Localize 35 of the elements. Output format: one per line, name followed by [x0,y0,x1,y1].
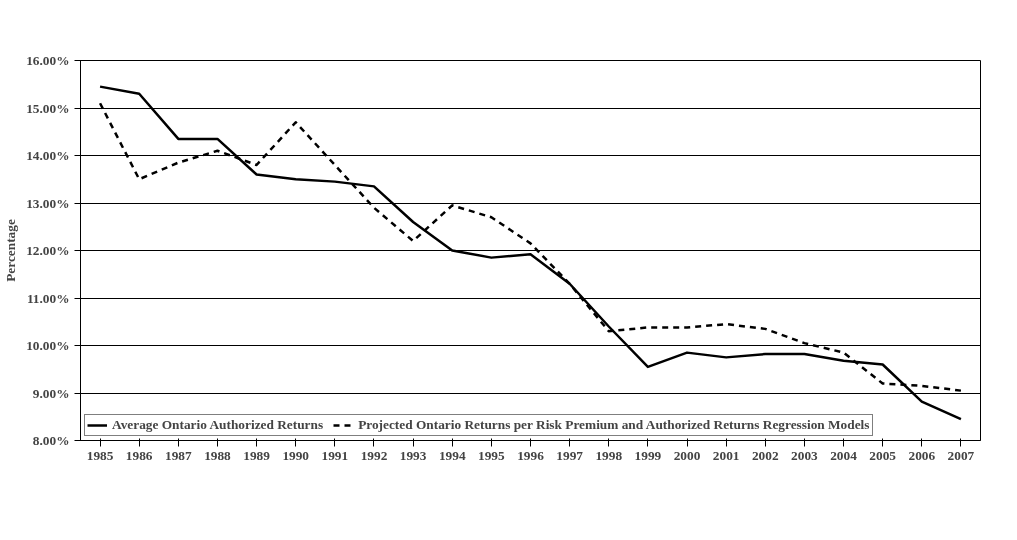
y-tick-label: 12.00% [26,243,70,258]
y-tick-label: 8.00% [32,433,70,448]
x-tick-label: 2002 [751,447,779,463]
x-tick-label: 2006 [908,447,936,463]
y-tick-label: 16.00% [26,53,70,68]
x-tick-label: 2005 [869,447,897,463]
x-tick-label: 2007 [947,447,975,463]
x-tick-label: 2004 [830,447,858,463]
x-tick-label: 1993 [399,447,427,463]
x-tick-label: 1994 [438,447,466,463]
x-tick-label: 1995 [478,447,506,463]
y-tick-label: 13.00% [26,195,70,211]
y-tick-label: 9.00% [32,385,70,401]
x-tick-label: 2003 [791,447,819,463]
y-tick-label: 15.00% [26,100,70,116]
x-tick-label: 1992 [360,447,388,463]
x-tick-label: 1998 [595,447,623,463]
x-tick-label: 1999 [634,447,662,463]
x-tick-label: 1989 [243,447,271,463]
x-tick-label: 1997 [556,447,584,463]
x-tick-label: 1985 [86,447,114,463]
x-tick-label: 1991 [321,447,349,463]
x-tick-label: 1987 [165,447,192,463]
x-tick-label: 1986 [125,447,153,463]
x-tick-label: 2001 [712,447,740,463]
x-tick-label: 1988 [204,447,232,463]
y-tick-label: 10.00% [26,338,70,353]
y-tick-label: 11.00% [26,290,70,306]
x-tick-label: 1990 [282,447,310,463]
legend-label: Average Ontario Authorized Returns [112,417,324,433]
x-tick-label: 2000 [673,447,701,463]
y-tick-label: 14.00% [26,148,70,163]
y-axis-title: Percentage [3,219,19,282]
x-tick-label: 1996 [517,447,545,463]
legend-label: Projected Ontario Returns per Risk Premium and Authorized Returns Regression Models [358,417,870,433]
